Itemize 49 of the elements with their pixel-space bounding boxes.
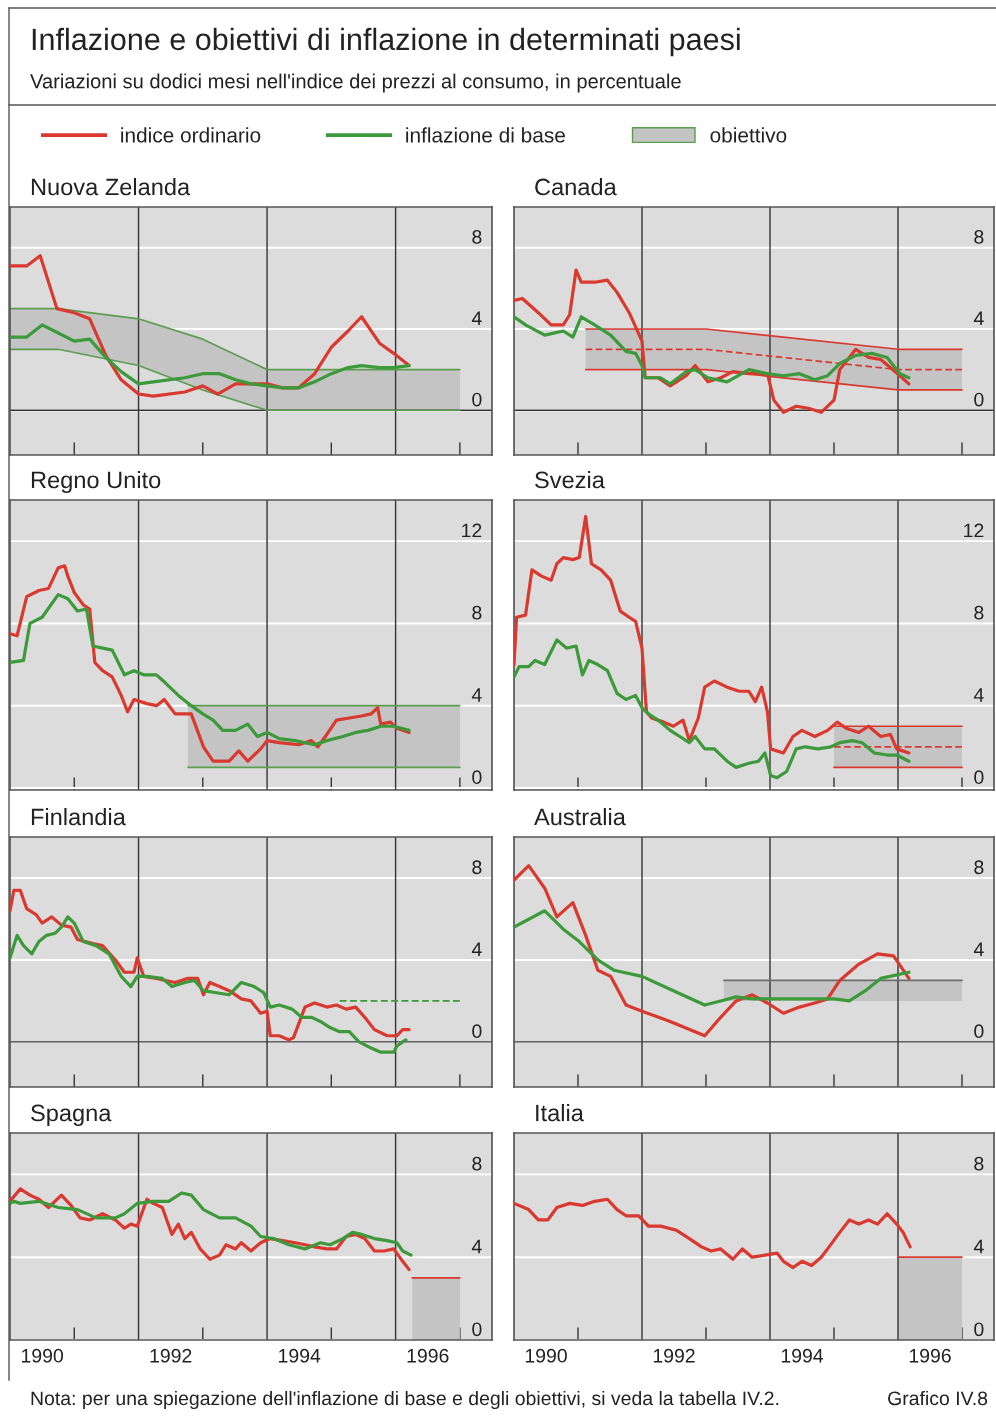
- y-tick-label: 0: [974, 770, 984, 785]
- y-tick-label: 4: [973, 942, 984, 956]
- y-tick-label: 0: [974, 392, 984, 407]
- y-tick-label: 0: [472, 1024, 482, 1039]
- chart-title: Canada: [535, 177, 617, 196]
- y-tick-label: 4: [471, 688, 482, 702]
- legend-label: inflazione di base: [406, 127, 565, 143]
- legend-label: obiettivo: [710, 127, 787, 143]
- x-tick-label: 1992: [653, 1348, 695, 1363]
- y-tick-label: 8: [472, 230, 482, 244]
- chart-title: Nuova Zelanda: [31, 177, 191, 196]
- y-tick-label: 4: [471, 311, 482, 325]
- chart-title: Finlandia: [31, 807, 126, 826]
- y-tick-label: 0: [472, 770, 482, 785]
- y-tick-label: 4: [471, 1239, 482, 1254]
- y-tick-label: 8: [472, 605, 482, 620]
- chart-title: Svezia: [535, 470, 605, 489]
- text: Variazioni su dodici mesi nell'indice dei prezzi al consumo, in percentuale: [30, 73, 681, 93]
- y-tick-label: 8: [472, 860, 482, 875]
- x-tick-label: 1990: [21, 1348, 63, 1363]
- y-tick-label: 8: [974, 860, 984, 875]
- y-tick-label: 4: [471, 942, 482, 956]
- text: Inflazione e obiettivi di inflazione in determinati paesi: [32, 27, 740, 57]
- y-tick-label: 8: [974, 230, 984, 244]
- y-tick-label: 8: [974, 605, 984, 620]
- y-tick-label: 0: [472, 1322, 482, 1337]
- chart-title: Australia: [534, 807, 626, 826]
- chart-title: Regno Unito: [31, 470, 161, 493]
- y-tick-label: 4: [973, 311, 984, 325]
- text: Nota: per una spiegazione dell'inflazione di base e degli obiettivi, si veda la tabella IV.2.: [31, 1390, 779, 1410]
- x-tick-label: 1992: [150, 1348, 192, 1363]
- x-tick-label: 1994: [781, 1348, 824, 1363]
- y-tick-label: 0: [974, 1322, 984, 1337]
- y-tick-label: 12: [964, 523, 984, 538]
- chart-title: Italia: [536, 1103, 584, 1122]
- legend-label: indice ordinario: [121, 127, 261, 143]
- x-tick-label: 1996: [909, 1348, 951, 1363]
- chart-title: Spagna: [31, 1104, 112, 1126]
- y-tick-label: 4: [973, 688, 984, 702]
- y-tick-label: 0: [974, 1024, 984, 1039]
- x-tick-label: 1994: [279, 1348, 321, 1363]
- x-tick-label: 1996: [407, 1348, 449, 1363]
- text: Grafico IV.8: [888, 1390, 988, 1406]
- x-tick-label: 1990: [525, 1348, 567, 1363]
- y-tick-label: 8: [974, 1156, 984, 1171]
- y-tick-label: 0: [472, 392, 482, 407]
- y-tick-label: 4: [973, 1239, 984, 1254]
- y-tick-label: 12: [462, 523, 482, 538]
- y-tick-label: 8: [472, 1156, 482, 1171]
